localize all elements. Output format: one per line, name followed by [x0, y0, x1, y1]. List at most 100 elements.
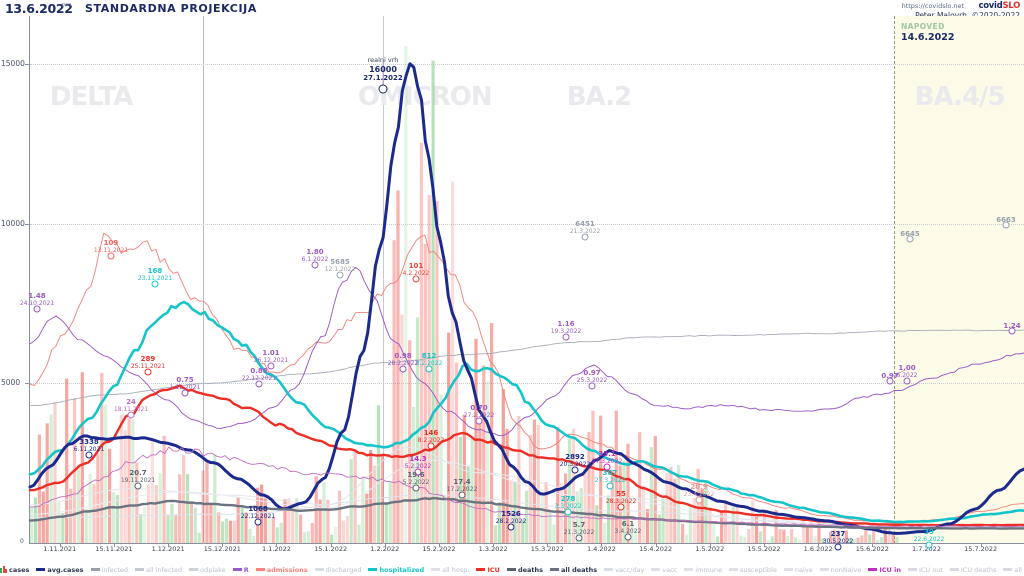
- x-axis-label: 15.1.2022: [314, 545, 348, 553]
- legend-line-swatch: [783, 568, 793, 571]
- annotation-value: 39: [924, 528, 934, 536]
- real-peak-callout: realni vrh 16000 27.1.2022: [363, 56, 402, 83]
- annotation-value: 1.01: [262, 349, 280, 357]
- legend-item[interactable]: vacc/day: [604, 566, 644, 574]
- legend-label: deaths: [517, 565, 543, 574]
- annotation-date: 17.2.2022: [446, 486, 478, 493]
- annotation-marker: [427, 442, 435, 450]
- annotation-date: 5.2.2022: [404, 463, 432, 470]
- legend-label: avg.cases: [47, 565, 84, 574]
- legend-item[interactable]: immune: [684, 566, 722, 574]
- legend-item[interactable]: R: [232, 565, 249, 574]
- data-point-annotation: 1.48 24.10.2021: [20, 292, 54, 308]
- data-point-annotation: 1526 28.2.2022: [496, 510, 527, 526]
- report-day-of-week: pon: [62, 2, 72, 8]
- data-point-annotation: 17.4 17.2.2022: [447, 478, 478, 494]
- legend-item[interactable]: ICU in: [868, 566, 901, 574]
- site-url[interactable]: https://covidslo.net: [901, 2, 964, 10]
- x-tick: [980, 543, 982, 547]
- legend-item[interactable]: discharged: [314, 566, 361, 574]
- annotation-date: 18.11.2021: [113, 406, 149, 413]
- legend-item[interactable]: hospitalized: [368, 566, 424, 574]
- legend-bars-icon: [0, 566, 7, 573]
- legend-item[interactable]: odplake: [189, 566, 226, 574]
- annotation-marker: [575, 534, 583, 542]
- legend-item[interactable]: all hosp.: [431, 566, 469, 574]
- annotation-marker: [255, 380, 263, 388]
- data-point-annotation: 307 27.3.2022: [595, 469, 626, 485]
- annotation-marker: [33, 305, 41, 313]
- annotation-value: 6645: [900, 230, 920, 238]
- annotation-date: 27.3.2022: [591, 458, 623, 465]
- annotation-date: 28.2.2022: [495, 518, 527, 525]
- annotation-value: 1.80: [306, 248, 324, 256]
- legend-item[interactable]: deaths: [506, 565, 543, 574]
- x-tick: [438, 543, 440, 547]
- legend-item[interactable]: ICU: [476, 566, 500, 574]
- annotation-value: 0.75: [176, 376, 194, 384]
- annotation-marker: [107, 252, 115, 260]
- y-axis-label: 10000: [1, 218, 25, 228]
- legend-label: vacc: [662, 565, 678, 574]
- cases-bars: [30, 46, 899, 543]
- legend-line-swatch: [550, 568, 559, 571]
- chart-legend: cases avg.cases infected all infected odplak…: [0, 563, 1024, 576]
- annotation-marker: [903, 377, 911, 385]
- legend-line-swatch: [684, 568, 694, 571]
- annotation-marker: [151, 280, 159, 288]
- x-axis-label: 15.6.2022: [855, 545, 889, 553]
- legend-item[interactable]: ICU deaths: [949, 566, 996, 574]
- annotation-date: 6.1.2022: [301, 256, 329, 263]
- annotation-value: 278: [560, 495, 576, 503]
- annotation-date: 13.11.2021: [93, 247, 129, 254]
- data-point-annotation: 2892 20.3.2022: [560, 453, 591, 469]
- y-tick: [25, 63, 30, 65]
- legend-item[interactable]: all ICU: [1003, 566, 1024, 574]
- annotation-marker: [399, 365, 407, 373]
- annotation-value: 1526: [501, 510, 521, 518]
- legend-label: all infected: [146, 565, 183, 574]
- legend-label: infected: [101, 565, 128, 574]
- annotation-date: 22.12.2021: [241, 375, 277, 382]
- annotation-marker: [425, 365, 433, 373]
- annotation-value: 812: [421, 352, 437, 360]
- annotation-marker: [571, 466, 579, 474]
- legend-label: naive: [794, 565, 813, 574]
- data-point-annotation: 6645: [900, 230, 919, 238]
- legend-item[interactable]: all deaths: [550, 566, 597, 574]
- legend-item[interactable]: infected: [90, 565, 128, 574]
- annotation-value: 5.7: [572, 521, 586, 529]
- data-point-annotation: 146 8.2.2022: [418, 429, 445, 445]
- legend-item[interactable]: susceptible: [728, 566, 777, 574]
- legend-item[interactable]: avg.cases: [36, 565, 84, 574]
- annotation-marker: [925, 541, 933, 549]
- legend-line-swatch: [314, 568, 324, 571]
- annotation-value: 55: [616, 490, 626, 498]
- data-point-annotation: 14.3 5.2.2022: [405, 455, 432, 471]
- annotation-value: 17.4: [453, 478, 471, 486]
- legend-line-swatch: [431, 568, 441, 571]
- data-point-annotation: 20.7 19.11.2021: [121, 469, 155, 485]
- legend-label: R: [243, 565, 249, 574]
- annotation-marker: [311, 261, 319, 269]
- x-axis-label: 1.2.2022: [370, 545, 400, 553]
- annotation-marker: [267, 362, 275, 370]
- legend-item[interactable]: nonNaive: [819, 566, 861, 574]
- legend-label: all hosp.: [442, 565, 470, 574]
- annotation-value: 20.9: [690, 483, 708, 491]
- legend-item[interactable]: naive: [783, 565, 813, 574]
- legend-item[interactable]: ICU out: [907, 566, 943, 574]
- annotation-value: 3338: [79, 438, 99, 446]
- x-axis-label: 1.5.2022: [695, 545, 725, 553]
- annotation-value: 1068: [248, 505, 268, 513]
- real-peak-date: 27.1.2022: [363, 74, 403, 82]
- data-point-annotation: 3338 6.11.2021: [74, 438, 105, 454]
- data-point-annotation: 289 25.11.2021: [131, 355, 165, 371]
- legend-item[interactable]: admissions: [255, 566, 308, 574]
- legend-item[interactable]: all infected: [135, 566, 182, 574]
- legend-item[interactable]: cases: [0, 566, 29, 574]
- legend-item[interactable]: vacc: [651, 566, 677, 574]
- annotation-date: 12.1.2022: [324, 266, 356, 273]
- annotation-marker: [603, 463, 611, 471]
- annotation-date: 6.2022: [896, 372, 918, 379]
